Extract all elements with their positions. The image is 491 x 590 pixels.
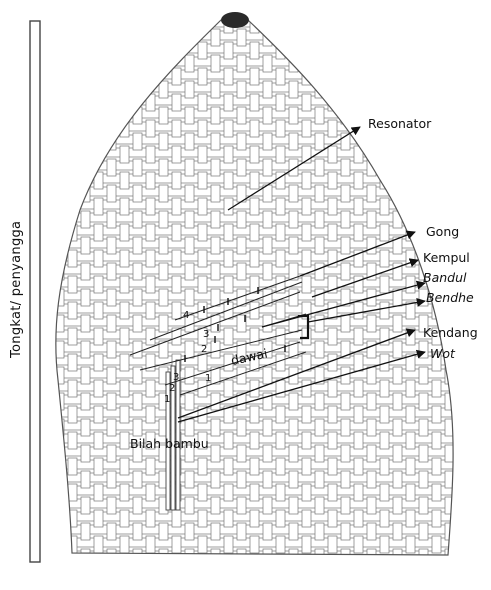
string-number: 3 (173, 372, 179, 383)
label-kempul: Kempul (423, 250, 470, 265)
label-bilah-bambu: Bilah bambu (130, 436, 209, 451)
string-number: 1 (205, 373, 211, 384)
top-knot (221, 12, 249, 28)
label-gong: Gong (426, 224, 459, 239)
label-bandul: Bandul (423, 270, 467, 285)
label-bendhe: Bendhe (426, 290, 474, 305)
bamboo-blades (165, 359, 181, 511)
label-resonator: Resonator (368, 116, 432, 131)
leader-arrows (177, 126, 426, 423)
string-number: 3 (203, 329, 209, 340)
body-outline (55, 19, 454, 556)
string-number: 2 (169, 383, 175, 394)
label-wot: Wot (430, 346, 456, 361)
support-stick (29, 20, 41, 563)
label-kendang: Kendang (423, 325, 478, 340)
string-number: 1 (164, 394, 170, 405)
string-number: 2 (201, 344, 207, 355)
string-ticks (184, 287, 286, 362)
bamboo-weave-body (55, 20, 454, 555)
label-tongkat: Tongkat/ penyangga (9, 221, 24, 359)
string-number: 4 (183, 310, 189, 321)
labels: Resonator Gong Kempul Bandul Bendhe Kend… (9, 116, 478, 451)
